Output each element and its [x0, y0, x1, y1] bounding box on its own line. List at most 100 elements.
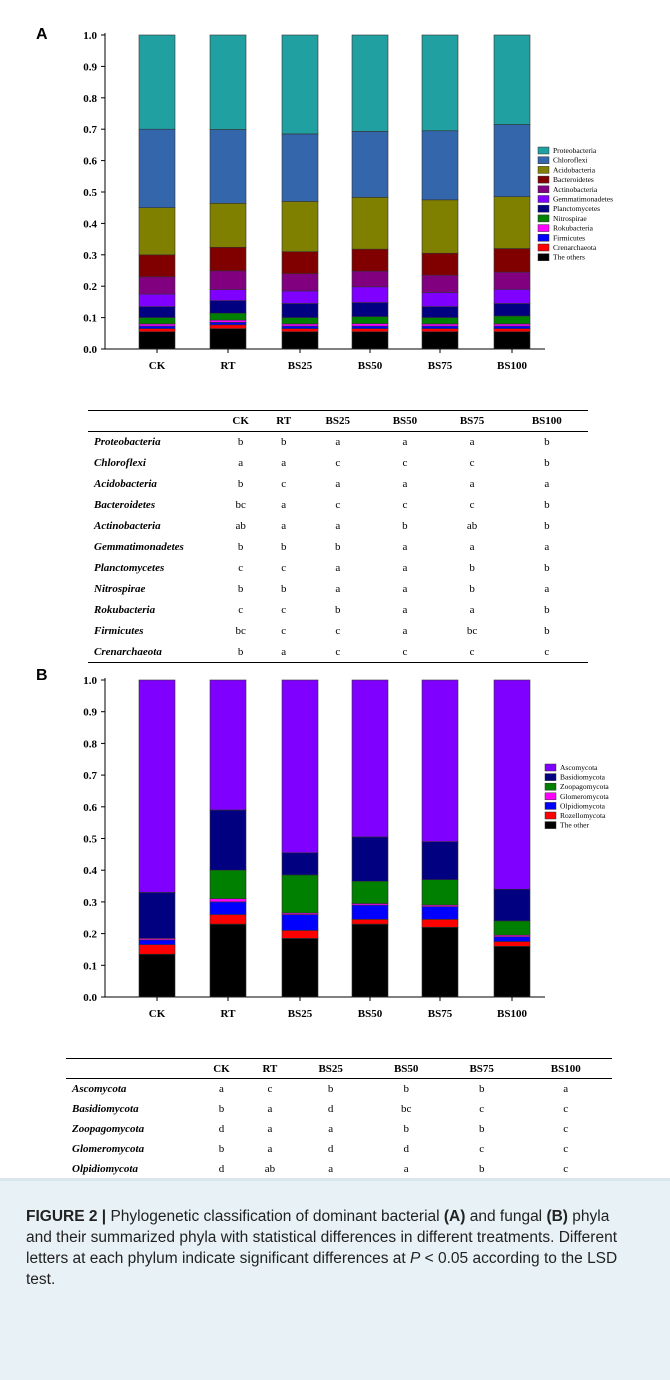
bar-segment [493, 331, 531, 350]
fungi-stacked-bar-chart: 0.0 0.1 0.2 0.3 0.4 0.5 0.6 0.7 0.8 0.9 1.0 CK RT BS2… [83, 675, 609, 1020]
table-row-label: Acidobacteria [94, 478, 157, 490]
caption-text-1: Phylogenetic classification of dominant … [106, 1208, 444, 1225]
table-cell: b [469, 562, 475, 574]
table-row: Bacteroidetes bc a c c c b [88, 495, 588, 516]
bar-segment [351, 197, 389, 250]
bar-segment [281, 201, 319, 252]
table-cell: a [469, 541, 475, 553]
bar-segment [138, 323, 176, 327]
legend-label: Nitrospirae [553, 214, 587, 223]
table-row: Olpidiomycota d ab a a b c [66, 1159, 612, 1179]
bar-segment [493, 271, 531, 290]
bar-segment [421, 841, 459, 881]
bar-segment [138, 128, 176, 208]
table-column-header: BS100 [550, 1062, 581, 1075]
y-tick-label: 0.2 [83, 281, 97, 293]
bar-segment [138, 679, 176, 893]
y-tick-label: 0.2 [83, 929, 97, 941]
table-cell: a [544, 583, 550, 595]
legend-label: Rozellomycota [560, 811, 606, 820]
legend-label: Crenarchaeota [553, 243, 597, 252]
legend-swatch [537, 146, 550, 155]
table-row: Acidobacteria b c a a a a [88, 474, 588, 495]
table-cell: a [402, 625, 408, 637]
bar-segment [351, 880, 389, 904]
legend-label: Proteobacteria [553, 146, 597, 155]
table-cell: bc [466, 625, 478, 637]
table-cell: b [218, 1142, 225, 1155]
table-cell: b [544, 625, 550, 637]
table-row-label: Chloroflexi [94, 457, 146, 469]
table-cell: b [478, 1082, 485, 1095]
table-cell: a [402, 562, 408, 574]
table-cell: b [237, 541, 244, 553]
bar-segment [493, 289, 531, 304]
table-cell: a [281, 499, 287, 511]
table-cell: bc [401, 1102, 412, 1115]
table-row-label: Bacteroidetes [94, 499, 156, 511]
legend-label: Acidobacteria [553, 165, 596, 174]
legend-swatch [537, 204, 550, 213]
legend-label: The others [553, 253, 585, 262]
legend-label: Chloroflexi [553, 156, 588, 165]
table-row-label: Ascomycota [72, 1082, 127, 1095]
table-row-label: Crenarchaeota [94, 645, 162, 658]
bar-segment [209, 289, 247, 301]
table-cell: b [402, 520, 408, 532]
legend-swatch [544, 773, 557, 781]
table-column-header: CK [213, 1062, 230, 1075]
table-cell: a [563, 1082, 569, 1095]
bar-segment [209, 129, 247, 204]
table-cell: c [238, 604, 244, 616]
legend-label: Actinobacteria [553, 185, 598, 194]
table-row: Firmicutes bc c c a bc b [88, 621, 588, 642]
table-cell: c [281, 562, 287, 574]
table-cell: b [237, 478, 244, 490]
table-cell: a [402, 436, 408, 449]
bar-segment [421, 274, 459, 293]
bar-segment [138, 293, 176, 307]
table-cell: a [469, 436, 475, 449]
x-category-label: BS50 [358, 360, 383, 372]
table-cell: c [335, 625, 341, 637]
x-category-label: BS50 [358, 1008, 383, 1020]
table-cell: d [218, 1162, 225, 1175]
legend-label: Zoopagomycota [560, 782, 609, 791]
legend-swatch [544, 821, 557, 829]
bar-segment [138, 276, 176, 295]
table-row: Crenarchaeota b a c c c c [88, 642, 588, 663]
table-column-header: RT [276, 415, 292, 427]
y-tick-label: 0.9 [83, 707, 97, 719]
table-cell: c [544, 645, 550, 658]
table-cell: ab [466, 520, 478, 532]
table-row: Zoopagomycota d a a b b c [66, 1119, 612, 1139]
bar-segment [493, 323, 531, 327]
x-category-label: BS75 [428, 360, 453, 372]
table-cell: bc [235, 625, 246, 637]
table-row: Basidiomycota b a d bc c c [66, 1099, 612, 1119]
caption-panel-a-ref: (A) [443, 1208, 466, 1225]
table-column-header: BS50 [393, 1062, 419, 1075]
legend-label: Olpidiomycota [560, 801, 606, 810]
table-cell: a [402, 541, 408, 553]
table-row-label: Zoopagomycota [72, 1122, 145, 1135]
table-row: Actinobacteria ab a a b ab b [88, 516, 588, 537]
bar-segment [209, 34, 247, 130]
table-row: Proteobacteria b b a a a b [88, 432, 588, 453]
bar-segment [209, 203, 247, 248]
y-tick-label: 0.1 [83, 313, 97, 325]
bar-segment [209, 324, 247, 329]
bar-segment [209, 901, 247, 915]
bar-segment [351, 919, 389, 925]
legend-label: Rokubacteria [553, 224, 594, 233]
table-cell: c [563, 1122, 569, 1135]
table-cell: c [335, 645, 341, 658]
y-tick-label: 1.0 [83, 30, 97, 42]
table-row-label: Rokubacteria [94, 604, 156, 616]
table-cell: b [237, 583, 244, 595]
x-category-label: BS75 [428, 1008, 453, 1020]
table-cell: c [563, 1142, 569, 1155]
x-category-label: RT [221, 1008, 237, 1020]
table-cell: c [402, 645, 408, 658]
bar-segment [493, 945, 531, 998]
